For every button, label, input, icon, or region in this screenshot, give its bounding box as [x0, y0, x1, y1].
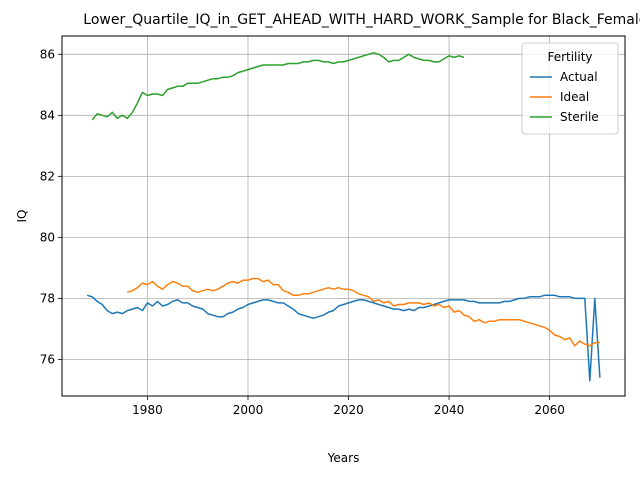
- legend-box: [521, 42, 619, 135]
- x-axis-ticks: 1980 2000 2020 2040 2060: [132, 396, 565, 417]
- x-tick-label: 2000: [233, 403, 264, 417]
- y-tick-label: 80: [40, 230, 55, 244]
- series-layer: [86, 52, 601, 382]
- legend-label-sterile: Sterile: [560, 110, 599, 124]
- x-tick-label: 1980: [132, 403, 163, 417]
- y-axis-ticks: 76 78 80 82 84 86: [40, 47, 62, 366]
- y-tick-label: 76: [40, 352, 55, 366]
- y-tick-label: 78: [40, 291, 55, 305]
- x-axis-label: Years: [327, 451, 360, 465]
- chart-title: Lower_Quartile_IQ_in_GET_AHEAD_WITH_HARD…: [83, 12, 640, 28]
- series-line-ideal: [127, 277, 600, 347]
- x-tick-label: 2020: [333, 403, 364, 417]
- legend-title: Fertility: [547, 50, 592, 64]
- legend-label-ideal: Ideal: [560, 90, 589, 104]
- x-tick-label: 2040: [434, 403, 465, 417]
- y-axis-label: IQ: [15, 210, 29, 223]
- series-line-sterile: [91, 52, 465, 121]
- legend-label-actual: Actual: [560, 70, 598, 84]
- plot-frame: [61, 35, 626, 397]
- legend: Fertility Actual Ideal Sterile: [521, 42, 619, 135]
- y-tick-label: 84: [40, 108, 55, 122]
- y-tick-label: 82: [40, 169, 55, 183]
- x-tick-label: 2060: [534, 403, 565, 417]
- legend-items: Actual Ideal Sterile: [530, 70, 599, 124]
- series-line-actual: [86, 294, 601, 382]
- y-tick-label: 86: [40, 47, 55, 61]
